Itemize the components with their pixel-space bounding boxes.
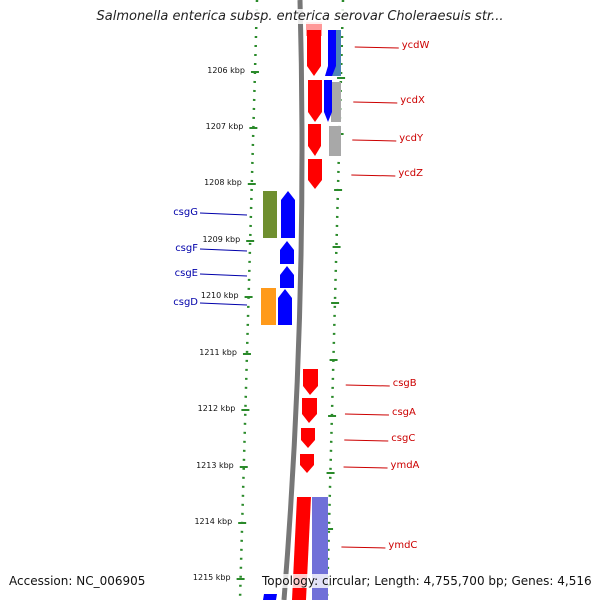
genome-summary-text: Topology: circular; Length: 4,755,700 bp… xyxy=(262,574,592,588)
gene-label-ycdX: ycdX xyxy=(400,95,425,106)
cog-bar xyxy=(329,126,341,156)
label-connector xyxy=(199,212,248,216)
gene-label-csgA: csgA xyxy=(391,407,416,418)
scale-tick-label: 1209 kbp xyxy=(202,235,241,244)
gene-label-csgD: csgD xyxy=(173,297,198,308)
label-connector xyxy=(345,384,390,387)
label-connector xyxy=(199,248,248,252)
genome-title: Salmonella enterica subsp. enterica sero… xyxy=(0,9,600,24)
label-connector xyxy=(343,466,388,469)
gene-arrow xyxy=(263,594,277,600)
gene-label-csgF: csgF xyxy=(175,243,198,254)
scale-tick-label: 1207 kbp xyxy=(205,122,244,131)
gene-arrow xyxy=(324,80,332,122)
gene-arrow xyxy=(303,369,318,395)
scale-tick-label: 1213 kbp xyxy=(196,461,234,470)
label-connector xyxy=(199,302,248,306)
label-connector xyxy=(354,46,399,49)
gene-arrow xyxy=(308,124,321,156)
gene-label-ycdW: ycdW xyxy=(401,40,430,51)
label-connector xyxy=(353,101,398,104)
gene-label-ycdZ: ycdZ xyxy=(398,168,423,179)
cog-bar xyxy=(263,191,277,238)
scale-tick-label: 1211 kbp xyxy=(199,348,237,357)
gene-arrow xyxy=(278,289,292,325)
gene-arrow xyxy=(325,30,336,76)
backbone-track xyxy=(281,0,305,600)
gene-label-csgC: csgC xyxy=(391,433,416,444)
cog-bar xyxy=(331,82,341,122)
gene-arrow xyxy=(280,241,294,264)
label-connector xyxy=(344,439,389,442)
gene-arrow xyxy=(280,266,294,288)
gene-arrow xyxy=(308,159,322,189)
gene-arrows xyxy=(263,30,336,600)
cog-bar xyxy=(261,288,276,325)
gene-arrow xyxy=(300,454,314,473)
gene-arrow xyxy=(307,30,321,76)
gene-label-csgG: csgG xyxy=(173,207,198,218)
gene-arrow xyxy=(281,191,295,238)
label-connector xyxy=(344,413,389,416)
scale-tick-label: 1214 kbp xyxy=(194,517,233,526)
scale-tick-label: 1212 kbp xyxy=(197,404,236,413)
gene-label-ymdA: ymdA xyxy=(390,460,420,471)
accession-text: Accession: NC_006905 xyxy=(9,574,146,588)
scale-tick-label: 1215 kbp xyxy=(192,573,231,582)
label-connector xyxy=(351,174,396,177)
gene-arrow xyxy=(301,428,315,448)
gene-label-ycdY: ycdY xyxy=(399,133,424,144)
gene-label-ymdC: ymdC xyxy=(388,540,418,551)
gene-arrow xyxy=(302,398,317,423)
label-connector xyxy=(199,273,248,277)
scale-tick-label: 1206 kbp xyxy=(207,66,245,75)
scale-tick-label: 1210 kbp xyxy=(200,291,239,300)
gene-arrow xyxy=(308,80,322,122)
label-connector xyxy=(341,546,386,549)
label-connectors xyxy=(199,46,399,549)
scale-tick-label: 1208 kbp xyxy=(204,178,242,187)
label-connector xyxy=(352,139,397,142)
ruler-line xyxy=(238,0,259,600)
gene-label-csgB: csgB xyxy=(392,378,417,389)
gene-label-csgE: csgE xyxy=(174,268,198,279)
